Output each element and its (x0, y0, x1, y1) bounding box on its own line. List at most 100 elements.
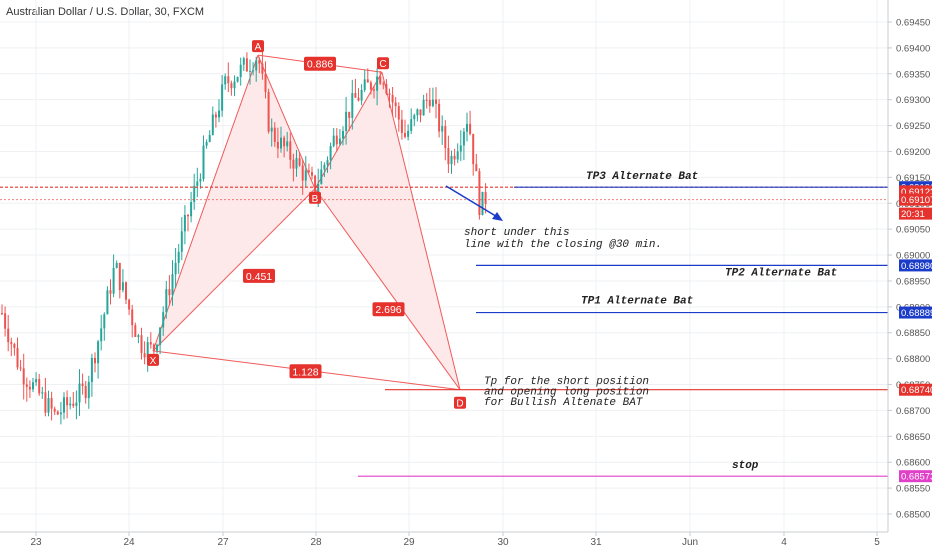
candle-body (205, 141, 208, 146)
candle-body (444, 126, 447, 149)
candle-body (168, 289, 171, 296)
price-label: 0.68573 (901, 472, 932, 483)
candle-body (273, 127, 276, 142)
candle-body (41, 392, 44, 394)
pattern-point-d: D (456, 399, 463, 410)
annotation-line: for Bullish Altenate BAT (484, 397, 644, 409)
candles (1, 48, 487, 425)
candle-body (425, 99, 428, 101)
candle-body (53, 408, 56, 412)
level-label: TP1 Alternate Bat (581, 296, 693, 308)
candle-body (379, 76, 382, 84)
candle-body (422, 99, 425, 116)
candle-body (304, 170, 307, 181)
candle-body (462, 131, 465, 146)
candle-body (218, 110, 220, 118)
price-tick-label: 0.68950 (896, 276, 930, 287)
candle-body (400, 119, 403, 134)
candle-body (75, 402, 78, 406)
candle-body (484, 191, 487, 204)
candle-body (407, 130, 410, 137)
price-tick-label: 0.69400 (896, 43, 930, 54)
candle-body (66, 397, 69, 406)
price-axis[interactable]: 0.69450 0.69400 0.69350 0.69300 0.69250 0.692… (887, 0, 932, 532)
candle-body (44, 392, 47, 413)
candle-body (162, 312, 165, 328)
candle-body (97, 341, 100, 364)
pattern-leg-xa (152, 54, 259, 352)
candle-body (118, 262, 121, 291)
price-tick-label: 0.69150 (896, 173, 930, 184)
candle-body (252, 70, 255, 72)
time-tick-label: 27 (217, 537, 229, 548)
candle-body (187, 215, 189, 217)
price-tick-label: 0.69200 (896, 147, 930, 158)
candle-body (373, 89, 375, 91)
candle-body (345, 111, 348, 132)
candle-body (453, 155, 456, 160)
pattern-point-a-box (252, 40, 264, 53)
price-tick-label: 0.68650 (896, 432, 930, 443)
annotation-line: and opening long position (484, 387, 649, 399)
candle-body (428, 100, 431, 107)
ratio-box (304, 56, 336, 71)
candle-body (56, 411, 59, 415)
candle-body (146, 342, 149, 358)
candle-body (292, 159, 295, 169)
candle-body (338, 138, 341, 145)
candle-body (382, 83, 385, 85)
time-tick-label: Jun (682, 537, 698, 548)
candle-body (447, 148, 450, 165)
candle-body (385, 84, 388, 94)
candle-body (156, 344, 158, 351)
time-tick-label: 28 (310, 537, 322, 548)
candle-body (459, 145, 462, 152)
candle-body (214, 114, 217, 118)
ratio-label: 0.886 (307, 59, 333, 71)
candle-body (242, 58, 245, 65)
candle-body (335, 135, 338, 145)
annotation-line: Tp for the short position (484, 376, 649, 388)
candle-body (435, 99, 437, 104)
candle-body (369, 82, 372, 90)
level-label: TP3 Alternate Bat (586, 171, 698, 183)
candle-body (227, 76, 230, 84)
pattern-point-b-box (309, 191, 321, 204)
candle-body (87, 381, 90, 399)
candle-body (264, 73, 267, 93)
price-tick-label: 0.69050 (896, 225, 930, 236)
candle-body (94, 357, 96, 364)
price-label: 0.68980 (901, 261, 932, 272)
ratio-box (372, 302, 405, 317)
candle-body (276, 141, 279, 149)
candle-body (177, 251, 180, 263)
pattern-labels: X A B C D 0.886 0.451 2.696 1.128 (147, 40, 466, 410)
candle-body (202, 145, 205, 180)
candle-body (25, 384, 28, 387)
candle-body (196, 181, 199, 186)
price-tick-label: 0.69300 (896, 95, 930, 106)
time-tick-label: 5 (874, 537, 880, 548)
candle-body (59, 412, 62, 415)
time-tick-label: 23 (30, 537, 42, 548)
time-axis[interactable]: 23 24 27 28 29 30 31 Jun 4 5 (0, 531, 888, 548)
price-tick-label: 0.68500 (896, 510, 930, 521)
candle-body (143, 353, 146, 358)
candle-body (326, 160, 329, 165)
candle-body (224, 76, 227, 85)
candle-body (478, 171, 481, 216)
price-label: 0.68740 (901, 385, 932, 396)
annotation-line: short under this (464, 227, 570, 239)
price-label-box (899, 207, 932, 220)
candle-body (450, 155, 453, 165)
candle-body (286, 141, 289, 147)
pattern-point-b: B (312, 194, 319, 205)
candle-body (301, 165, 304, 181)
candle-body (416, 109, 419, 116)
candle-body (388, 93, 391, 96)
time-tick-label: 24 (123, 537, 135, 548)
pattern-point-d-box (454, 396, 466, 409)
candle-body (351, 93, 354, 118)
